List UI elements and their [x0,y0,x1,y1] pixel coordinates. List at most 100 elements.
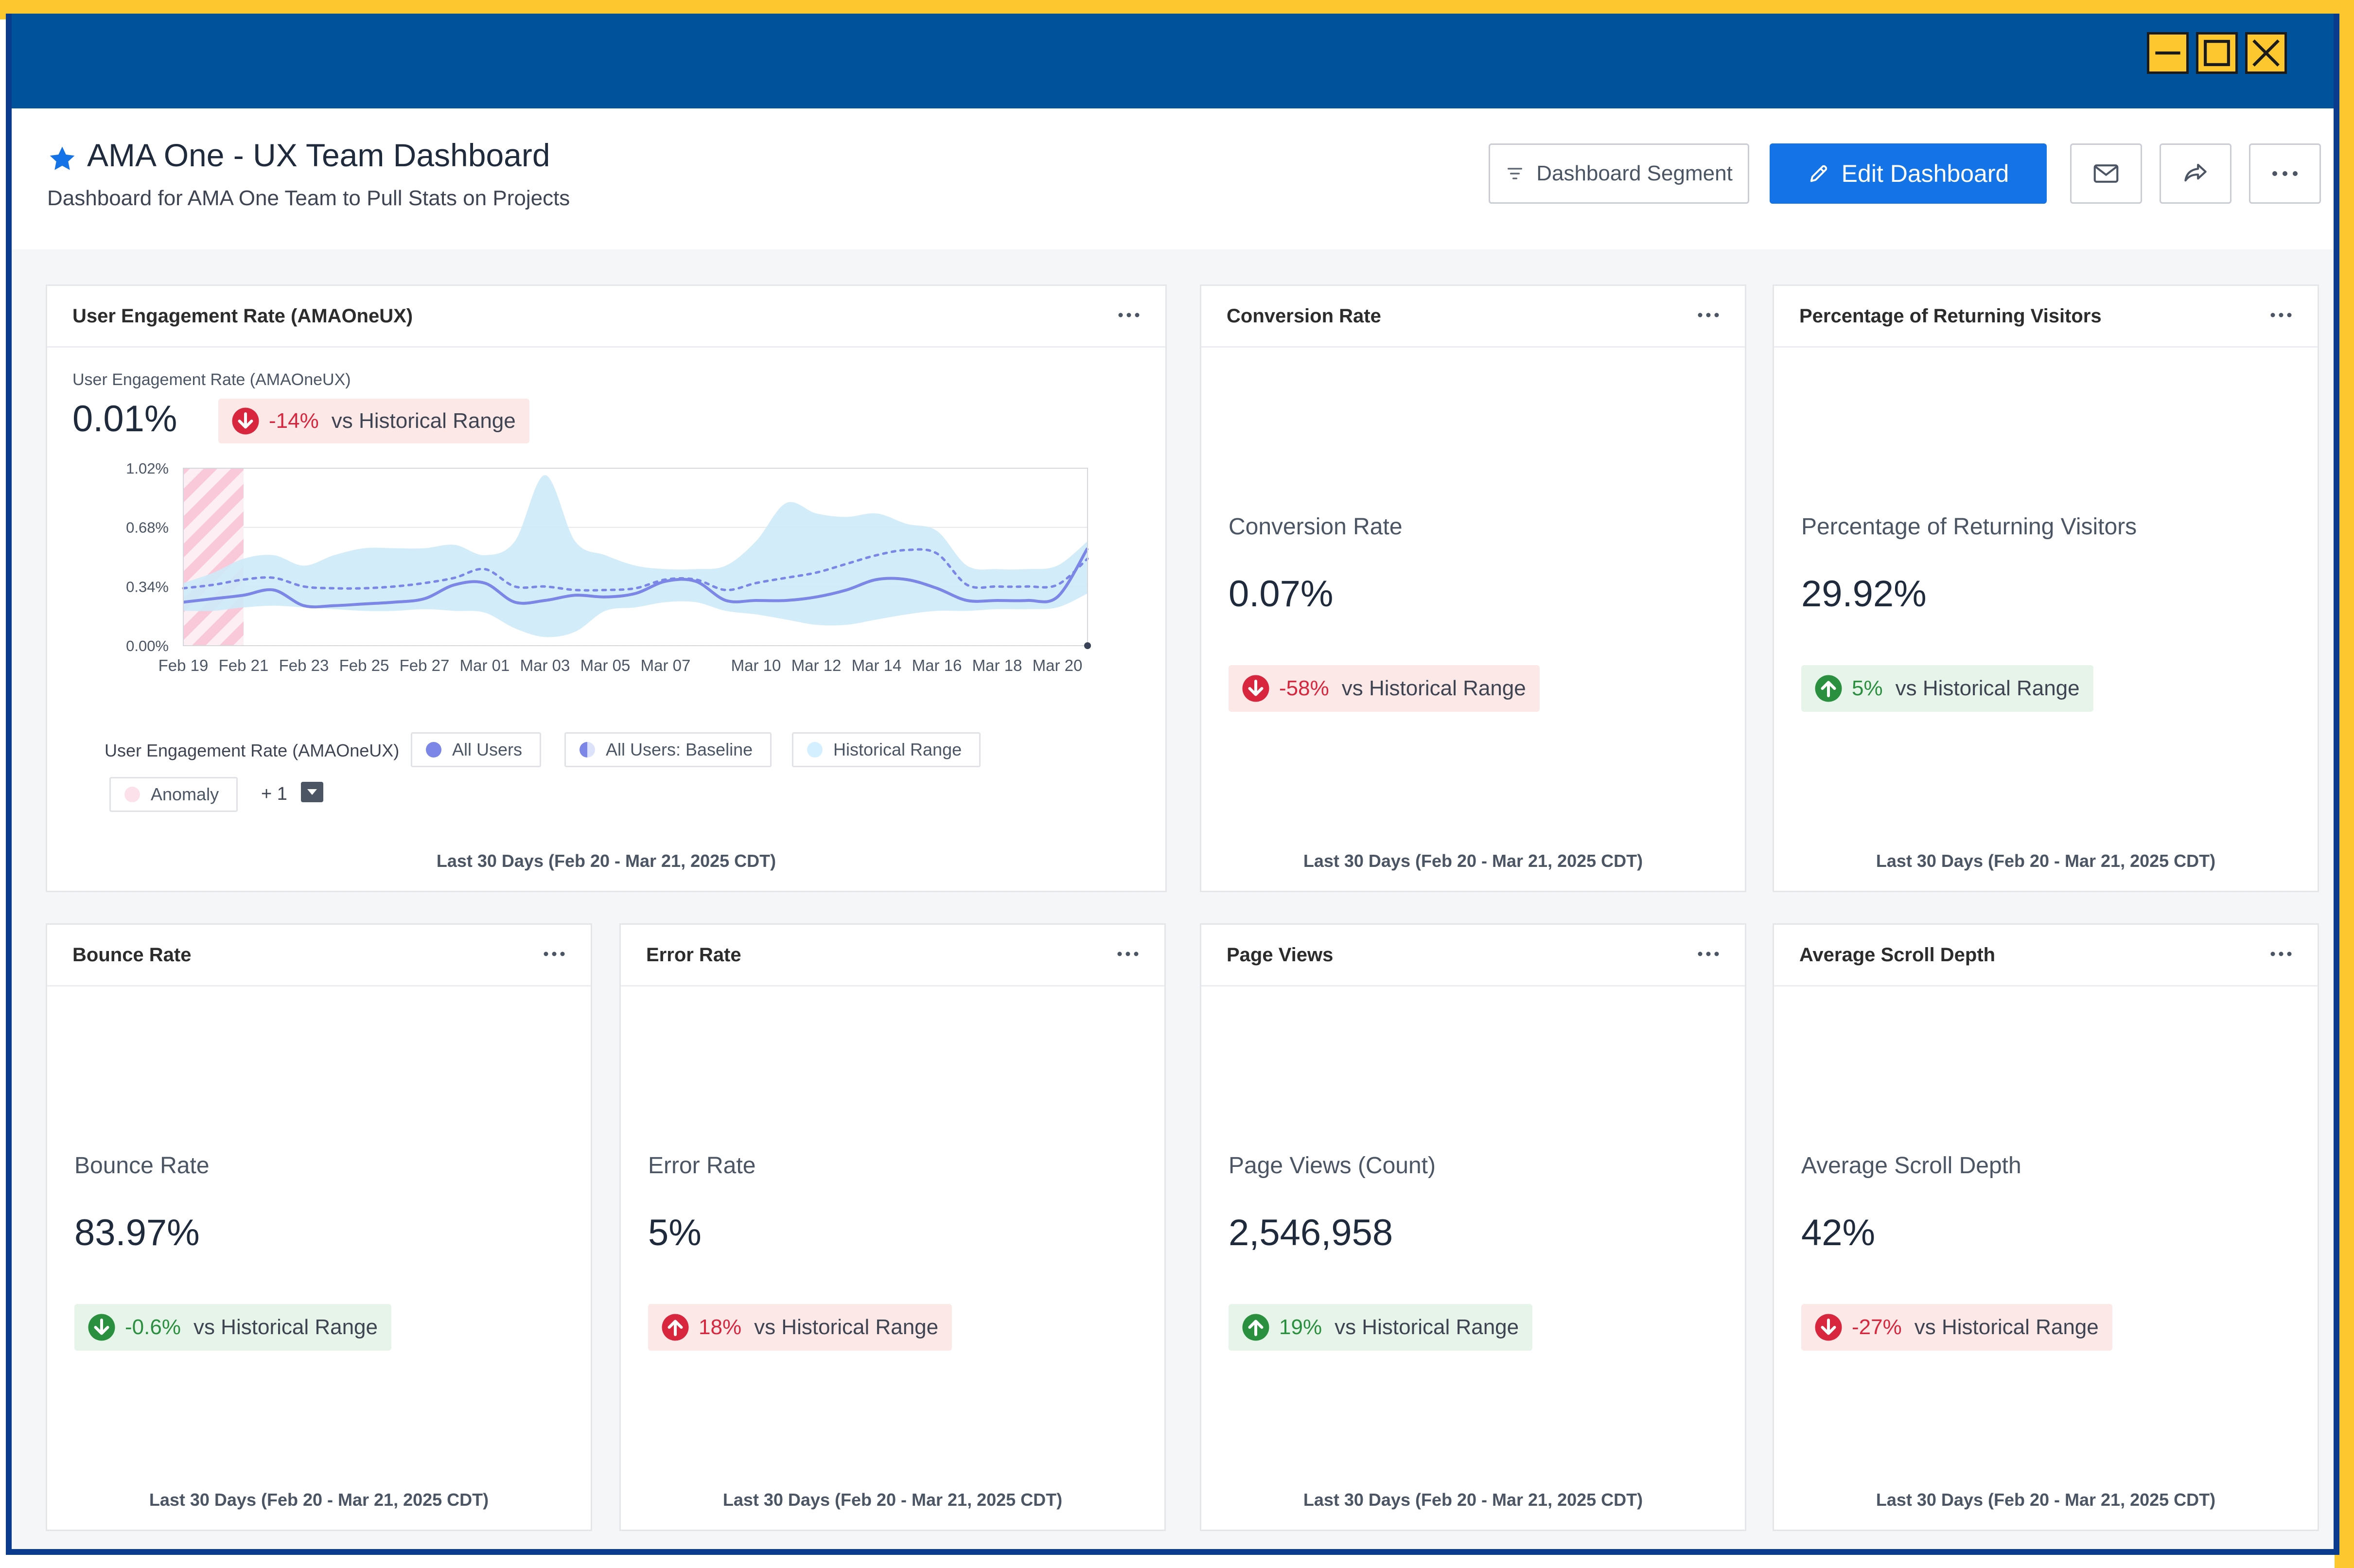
y-tick-label: 0.68% [126,519,169,536]
card-title: Average Scroll Depth [1799,944,1996,966]
card-menu-button[interactable] [2259,939,2303,969]
legend-label: Historical Range [833,740,962,759]
x-tick-label: Mar 10 [731,656,781,674]
card-menu-button[interactable] [1106,939,1150,969]
legend-expand-button[interactable] [301,782,323,802]
dashboard-segment-button[interactable]: Dashboard Segment [1489,143,1749,204]
card-header: Error Rate [621,925,1164,987]
legend-label: All Users [452,740,523,759]
legend-anomaly-swatch [124,787,140,802]
card-menu-button[interactable] [1686,300,1730,330]
engagement-change-suffix: vs Historical Range [331,409,516,433]
metric-label: Conversion Rate [1229,514,1403,540]
legend-all-users[interactable]: All Users [411,732,542,767]
metric-value: 29.92% [1801,573,1927,615]
metric-change-badge: -58% vs Historical Range [1229,665,1540,712]
legend-label: All Users: Baseline [606,740,753,759]
maximize-button[interactable] [2196,32,2238,74]
card-footer-date-range: Last 30 Days (Feb 20 - Mar 21, 2025 CDT) [149,1490,489,1510]
edit-dashboard-button[interactable]: Edit Dashboard [1770,143,2047,204]
more-horizontal-icon [2270,313,2292,317]
card-menu-button[interactable] [1686,939,1730,969]
arrow-down-circle-icon [1242,675,1269,702]
legend-anomaly[interactable]: Anomaly [109,777,238,812]
card-menu-button[interactable] [2259,300,2303,330]
x-tick-label: Mar 18 [972,656,1022,674]
card-header: Bounce Rate [47,925,591,987]
card-page-views: Page Views Page Views (Count) 2,546,958 19%… [1200,923,1746,1531]
legend-all-users-swatch [426,742,441,758]
x-tick-label: Mar 16 [912,656,962,674]
filter-icon [1508,168,1523,179]
share-button[interactable] [2160,143,2231,204]
card-title: Percentage of Returning Visitors [1799,305,2102,327]
metric-change-badge: 19% vs Historical Range [1229,1304,1533,1351]
page-title: AMA One - UX Team Dashboard [87,137,550,173]
chart-sublabel: User Engagement Rate (AMAOneUX) [72,370,351,389]
card-menu-button[interactable] [1107,300,1151,330]
engagement-value: 0.01% [72,398,177,440]
card-header: Page Views [1201,925,1745,987]
engagement-change-badge: -14% vs Historical Range [218,399,529,443]
app-window: AMA One - UX Team Dashboard Dashboard fo… [6,14,2339,1555]
favorite-star-icon[interactable] [47,143,78,175]
anomaly-region [183,468,244,646]
plot-frame [183,468,1088,646]
metric-label: Bounce Rate [74,1153,210,1179]
metric-change-badge: -27% vs Historical Range [1801,1304,2112,1351]
baseline-series-line [182,548,1089,592]
more-horizontal-icon [2270,951,2292,956]
metric-change-badge: -0.6% vs Historical Range [74,1304,391,1351]
metric-change-percent: 18% [699,1315,742,1339]
card-footer-date-range: Last 30 Days (Feb 20 - Mar 21, 2025 CDT) [1303,851,1643,871]
engagement-line-chart: 1.02% 0.68% 0.34% 0.00% Feb 19 Feb 21 Feb 23 F… [126,460,1091,674]
arrow-up-circle-icon [662,1314,689,1341]
card-average-scroll-depth: Average Scroll Depth Average Scroll Depth… [1773,923,2319,1531]
more-options-button[interactable] [2249,143,2321,204]
legend-title: User Engagement Rate (AMAOneUX) [105,740,400,760]
x-tick-label: Mar 12 [791,656,842,674]
metric-change-percent: -0.6% [125,1315,181,1339]
arrow-down-circle-icon [1815,1314,1842,1341]
metric-change-percent: -27% [1852,1315,1902,1339]
engagement-change-percent: -14% [269,409,319,433]
x-tick-label: Feb 25 [339,656,389,674]
email-button[interactable] [2070,143,2142,204]
card-title: Conversion Rate [1227,305,1381,327]
x-tick-label: Mar 05 [580,656,631,674]
metric-change-suffix: vs Historical Range [193,1315,378,1339]
legend-baseline[interactable]: All Users: Baseline [564,732,772,767]
metric-change-percent: -58% [1279,676,1329,700]
metric-change-suffix: vs Historical Range [1341,676,1526,700]
more-horizontal-icon [1118,313,1140,317]
more-horizontal-icon [1117,951,1139,956]
maximize-icon [2204,40,2230,66]
legend-historical-range[interactable]: Historical Range [792,732,981,767]
minimize-button[interactable] [2147,32,2189,74]
x-tick-label: Feb 23 [279,656,329,674]
pencil-icon [1810,165,1827,182]
dashboard-segment-label: Dashboard Segment [1536,161,1733,185]
card-menu-button[interactable] [532,939,576,969]
page-subtitle: Dashboard for AMA One Team to Pull Stats… [47,186,570,210]
card-title: Bounce Rate [72,944,192,966]
metric-change-percent: 5% [1852,676,1883,700]
metric-label: Average Scroll Depth [1801,1153,2021,1179]
card-footer-date-range: Last 30 Days (Feb 20 - Mar 21, 2025 CDT) [436,851,776,871]
metric-value: 42% [1801,1212,1876,1253]
x-tick-label: Feb 21 [219,656,269,674]
all-users-series-line [183,547,1089,609]
y-tick-label: 0.34% [126,578,169,595]
minimize-icon [2155,51,2180,55]
close-button[interactable] [2245,32,2287,74]
arrow-up-circle-icon [1242,1314,1269,1341]
metric-change-suffix: vs Historical Range [754,1315,939,1339]
legend-more-count[interactable]: + 1 [261,784,287,804]
metric-change-suffix: vs Historical Range [1914,1315,2099,1339]
metric-value: 0.07% [1229,573,1334,615]
edit-dashboard-label: Edit Dashboard [1841,160,2009,187]
caret-down-icon [307,789,317,795]
share-icon [2184,163,2207,182]
metric-label: Page Views (Count) [1229,1153,1436,1179]
card-title: Page Views [1227,944,1334,966]
